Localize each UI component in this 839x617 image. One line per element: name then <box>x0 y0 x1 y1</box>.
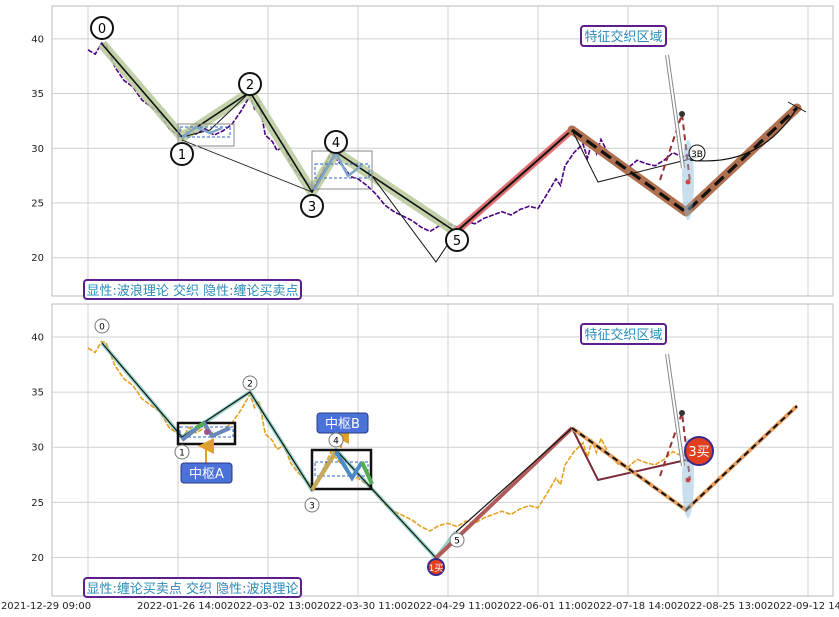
bottom-wave-label-5: 5 <box>454 537 460 547</box>
bottom-zhongshu-b-stroke2 <box>334 450 364 482</box>
bottom-feature-label: 特征交织区域 <box>580 323 667 345</box>
bottom-dark-dot <box>679 410 685 416</box>
x-tick-label: 2022-04-29 11:00 <box>407 601 497 612</box>
y-tick-label: 40 <box>31 333 44 344</box>
y-tick-label: 35 <box>31 89 44 100</box>
top-caption: 显性:波浪理论 交织 隐性:缠论买卖点 <box>83 279 302 300</box>
top-caption-text: 显性:波浪理论 交织 隐性:缠论买卖点 <box>86 283 298 299</box>
bottom-zhongshu-a-text: 中枢A <box>189 467 224 482</box>
bottom-zhongshu-b-stroke3 <box>360 461 374 485</box>
top-wave-label-0: 0 <box>98 22 106 37</box>
bottom-wave-label-1: 1 <box>179 449 185 459</box>
bottom-wave-label-0: 0 <box>99 323 105 333</box>
top-grid <box>52 6 833 296</box>
bottom-caption-text: 显性:缠论买卖点 交织 隐性:波浪理论 <box>86 581 298 597</box>
top-wave-marker-3: 3 <box>300 194 324 218</box>
bottom-caption: 显性:缠论买卖点 交织 隐性:波浪理论 <box>83 577 302 598</box>
y-tick-label: 35 <box>31 388 44 399</box>
top-zhongshu-a-inner <box>179 126 231 138</box>
top-wave-marker-2: 2 <box>238 72 262 96</box>
top-salmon-black <box>455 129 573 233</box>
y-tick-label: 30 <box>31 144 44 155</box>
bottom-buy3-marker: 3买 <box>684 436 714 466</box>
bottom-buy3-text: 3买 <box>688 445 709 460</box>
bottom-wave-marker-4: 4 <box>328 432 344 448</box>
top-pointer-inner <box>666 54 684 169</box>
top-wave-marker-1: 1 <box>170 142 194 166</box>
top-zhongshu-a <box>177 123 235 147</box>
bottom-zhongshu-a-dot <box>204 429 210 435</box>
y-tick-label: 20 <box>31 553 44 564</box>
bottom-pointer-inner <box>666 353 684 467</box>
top-dark-dot <box>679 111 685 117</box>
top-end-tick <box>787 101 807 113</box>
bottom-wave-label-2: 2 <box>247 380 253 390</box>
top-wave-marker-4: 4 <box>324 130 348 154</box>
y-tick-label: 30 <box>31 443 44 454</box>
bottom-wave-line <box>101 342 437 559</box>
top-wave-label-2: 2 <box>246 78 254 93</box>
top-red-dot <box>685 179 691 185</box>
top-feature-text: 特征交织区域 <box>584 29 662 45</box>
top-feature-label: 特征交织区域 <box>580 25 667 47</box>
bottom-buy1-text: 1买 <box>429 563 444 574</box>
top-third-buy-marker: 3B <box>688 144 706 162</box>
x-tick-label: 2022-03-30 11:00 <box>317 601 407 612</box>
y-tick-label: 40 <box>31 34 44 45</box>
bottom-zhongshu-b-box <box>310 448 373 491</box>
bottom-zhongshu-b-label: 中枢B <box>316 412 369 434</box>
bottom-zhongshu-a-label: 中枢A <box>180 462 233 484</box>
top-third-buy-label: 3B <box>691 150 703 160</box>
x-tick-label: 2022-09-12 14:00 <box>767 601 839 612</box>
x-tick-label: 2022-08-25 13:00 <box>677 601 767 612</box>
bottom-zhongshu-a-stroke2 <box>194 421 206 430</box>
bottom-wave-marker-0: 0 <box>94 318 110 334</box>
top-wave-marker-5: 5 <box>445 228 469 252</box>
top-arc <box>689 107 798 162</box>
x-tick-label: 2021-12-29 09:00 <box>1 601 91 612</box>
bottom-brown-return <box>571 427 687 482</box>
bottom-feature-text: 特征交织区域 <box>584 327 662 343</box>
bottom-zhongshu-b-stroke <box>310 450 338 492</box>
bottom-zhongshu-b-text: 中枢B <box>325 417 360 432</box>
bottom-wave-label-4: 4 <box>333 437 339 447</box>
y-tick-label: 20 <box>31 253 44 264</box>
top-wave-label-5: 5 <box>453 234 461 249</box>
top-wave-label-3: 3 <box>308 200 316 215</box>
bottom-y-axis: 20 25 30 35 40 <box>31 333 44 564</box>
bottom-wave-marker-5: 5 <box>449 532 465 548</box>
x-tick-label: 2022-06-01 11:00 <box>497 601 587 612</box>
y-tick-label: 25 <box>31 198 44 209</box>
top-y-axis: 20 25 30 35 40 <box>31 34 44 264</box>
top-wave-label-4: 4 <box>332 136 340 151</box>
top-wave-marker-0: 0 <box>90 16 114 40</box>
x-tick-label: 2022-03-02 13:00 <box>227 601 317 612</box>
x-tick-label: 2022-07-18 14:00 <box>587 601 677 612</box>
top-sub-line-2 <box>249 91 313 193</box>
x-axis: 2021-12-29 09:00 2022-01-26 14:00 2022-03-… <box>1 601 839 612</box>
top-sub-line-3 <box>181 139 313 193</box>
bottom-dashed-black <box>571 405 798 512</box>
bottom-wave-label-3: 3 <box>309 502 315 512</box>
bottom-wave-marker-2: 2 <box>242 375 258 391</box>
top-wave-label-1: 1 <box>178 148 186 163</box>
x-tick-label: 2022-01-26 14:00 <box>137 601 227 612</box>
bottom-wave-marker-3: 3 <box>304 497 320 513</box>
top-red-dash <box>659 113 691 183</box>
bottom-up-black <box>455 427 573 533</box>
top-zhongshu-a-mini <box>181 125 223 139</box>
bottom-red-dot <box>685 477 691 483</box>
bottom-wave-marker-1: 1 <box>174 444 190 460</box>
bottom-buy1-marker: 1买 <box>427 558 445 576</box>
top-zhongshu-b-mini <box>312 150 363 191</box>
y-tick-label: 25 <box>31 498 44 509</box>
top-black-dash <box>571 106 799 215</box>
